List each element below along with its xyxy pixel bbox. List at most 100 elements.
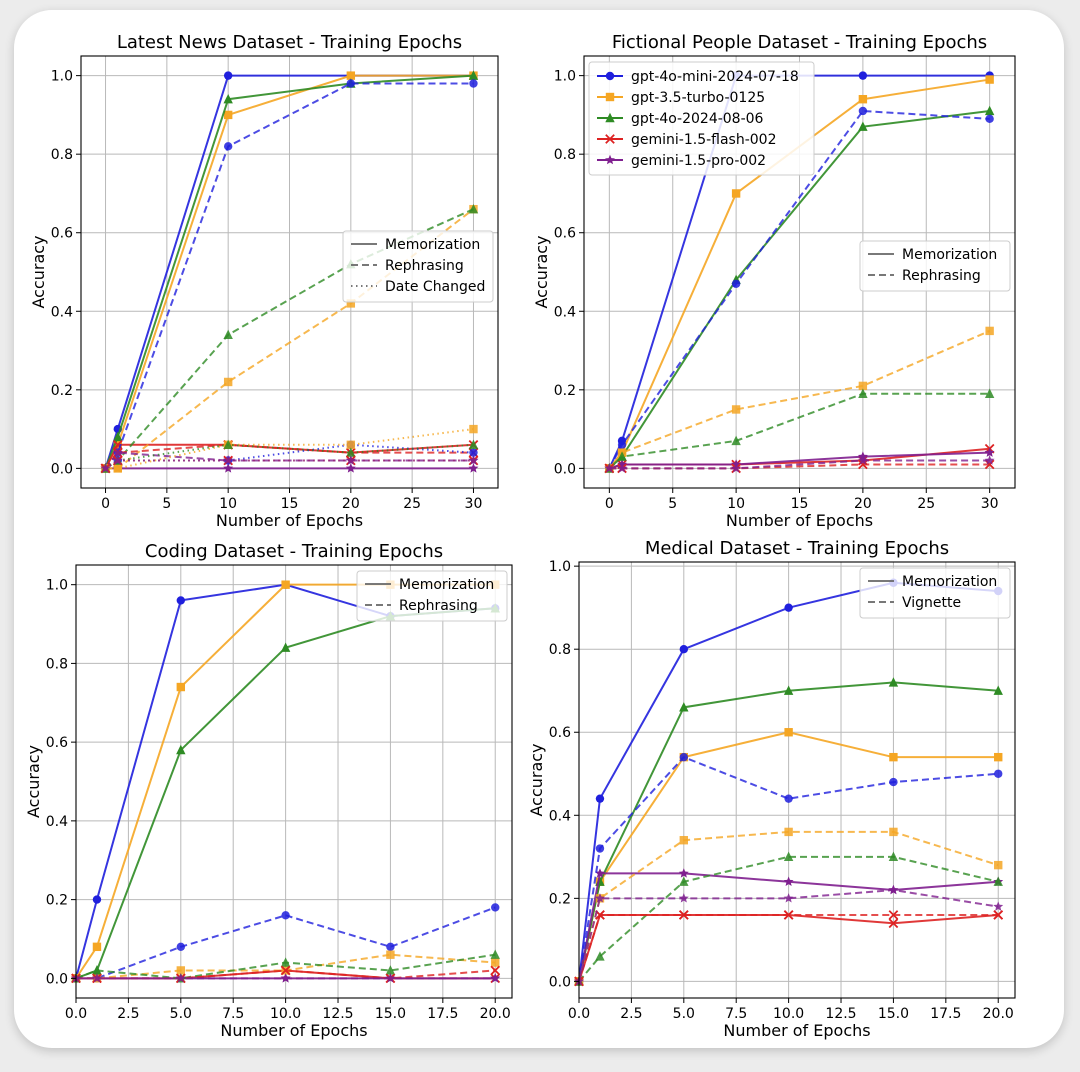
data-point (731, 463, 742, 473)
x-tick-label: 12.5 (322, 1006, 353, 1022)
y-axis-label: Accuracy (24, 745, 43, 818)
legend-marker (605, 154, 615, 165)
data-point (92, 965, 102, 975)
data-point (783, 851, 794, 862)
x-tick-label: 20 (854, 496, 872, 512)
data-point (888, 677, 899, 687)
data-point (346, 447, 356, 457)
figure-card: 0 5 10 15 20 25 30 0.0 0.2 0.4 0.6 0.8 1.0 Latest New… (14, 10, 1064, 1048)
chart-figure: 0 5 10 15 20 25 30 0.0 0.2 0.4 0.6 0.8 1.0 Latest New… (24, 32, 1016, 1040)
data-point (280, 965, 291, 976)
data-point (994, 769, 1003, 778)
y-tick-label: 0.6 (554, 226, 576, 242)
legend-label: Rephrasing (385, 258, 464, 274)
data-point (112, 447, 123, 457)
data-point (385, 973, 396, 983)
y-tick-label: 1.0 (549, 559, 571, 575)
series-line-gemini-1.5-pro-002-vignette (578, 889, 999, 982)
data-point (984, 388, 995, 398)
plot-frame (75, 564, 513, 999)
data-point (346, 440, 356, 449)
chart-title: Medical Dataset - Training Epochs (645, 538, 949, 559)
data-point (92, 973, 102, 983)
data-point (490, 949, 500, 959)
legend-box (859, 240, 1011, 292)
x-tick-label: 15.0 (878, 1006, 909, 1022)
x-axis-label: Number of Epochs (216, 511, 363, 530)
data-point (595, 868, 605, 878)
x-tick-label: 5.0 (673, 1006, 695, 1022)
data-point (595, 794, 605, 803)
legend-label: Rephrasing (399, 598, 478, 614)
series-markers (100, 455, 479, 473)
data-point (385, 965, 396, 975)
data-point (176, 682, 186, 692)
legend-label: Vignette (902, 595, 961, 611)
data-point (468, 203, 479, 214)
data-point (857, 455, 868, 465)
x-tick-label: 15.0 (375, 1006, 406, 1022)
legend-box (356, 570, 508, 622)
data-point (985, 326, 994, 336)
legend-label: Memorization (902, 574, 997, 590)
series-line-gpt-3.5-turbo-0125-rephrasing (608, 329, 991, 469)
y-tick-label: 0.0 (46, 971, 68, 987)
data-point (679, 645, 689, 654)
data-point (280, 973, 291, 983)
y-tick-label: 1.0 (46, 578, 68, 594)
data-point (280, 642, 291, 652)
x-tick-label: 2.5 (117, 1006, 139, 1022)
data-point (984, 459, 995, 470)
x-tick-label: 10.0 (270, 1006, 301, 1022)
chart-panel-3: 0.0 2.5 5.0 7.5 10.0 12.5 15.0 17.5 20.0 0.0 0.2 0.… (24, 541, 513, 1040)
data-point (993, 876, 1003, 886)
data-point (985, 75, 994, 84)
data-point (280, 957, 291, 967)
x-tick-label: 10 (219, 496, 237, 512)
data-point (386, 942, 395, 952)
y-tick-label: 0.2 (549, 891, 571, 907)
data-point (595, 893, 605, 903)
y-axis-label: Accuracy (29, 235, 48, 308)
legend-marker (605, 92, 615, 102)
legend-marker (605, 134, 615, 144)
legend-box (342, 230, 494, 303)
data-point (858, 121, 868, 131)
y-axis-label: Accuracy (527, 743, 546, 816)
data-point (112, 455, 123, 465)
x-tick-label: 5.0 (170, 1006, 192, 1022)
data-point (993, 901, 1004, 911)
line-style-legend: Memorization Rephrasing (356, 570, 508, 622)
data-point (858, 95, 868, 104)
y-tick-label: 0.4 (549, 808, 571, 824)
data-point (595, 844, 605, 853)
data-point (984, 447, 995, 457)
data-point (731, 435, 741, 446)
data-point (783, 876, 794, 886)
x-tick-label: 0.0 (568, 1006, 590, 1022)
x-tick-label: 20.0 (480, 1006, 511, 1022)
data-point (888, 918, 899, 929)
chart-panel-1: 0 5 10 15 20 25 30 0.0 0.2 0.4 0.6 0.8 1.0 Latest New… (29, 32, 499, 530)
data-point (223, 71, 233, 80)
series-markers (604, 455, 995, 473)
series-line-gpt-4o-2024-08-06-rephrasing (75, 953, 496, 980)
data-point (345, 463, 356, 473)
legend-label: gemini-1.5-flash-002 (631, 132, 777, 148)
x-tick-label: 25 (403, 496, 421, 512)
legend-marker (605, 112, 615, 123)
data-point (113, 464, 122, 473)
y-tick-label: 0.2 (46, 893, 68, 909)
legend-label: gpt-4o-mini-2024-07-18 (631, 69, 799, 85)
data-point (679, 836, 689, 845)
y-tick-label: 0.0 (51, 461, 73, 477)
data-point (346, 71, 356, 80)
x-axis-label: Number of Epochs (723, 1021, 870, 1040)
data-point (490, 965, 501, 976)
data-point (386, 950, 395, 959)
x-tick-label: 5 (668, 496, 677, 512)
data-point (985, 114, 994, 124)
x-tick-label: 7.5 (725, 1006, 747, 1022)
chart-title: Coding Dataset - Training Epochs (145, 541, 443, 562)
series-markers (574, 851, 1003, 986)
